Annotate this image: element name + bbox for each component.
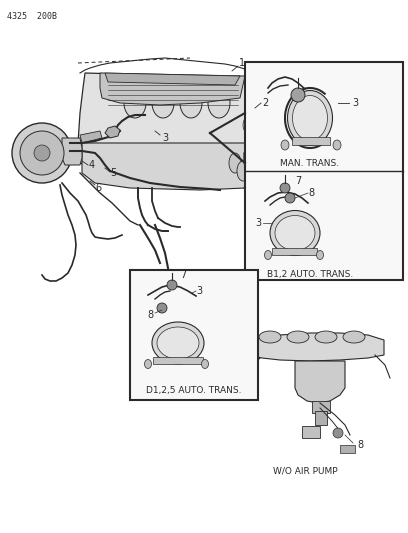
Bar (312, 401, 330, 413)
Circle shape (12, 123, 72, 183)
Circle shape (167, 280, 177, 290)
Ellipse shape (229, 153, 241, 173)
Bar (245, 62, 403, 280)
Ellipse shape (264, 251, 271, 260)
Polygon shape (105, 126, 120, 138)
Text: 8: 8 (308, 188, 314, 198)
Bar (272, 248, 317, 255)
Ellipse shape (152, 88, 174, 118)
Ellipse shape (343, 331, 365, 343)
Circle shape (280, 183, 290, 193)
Text: 8: 8 (147, 310, 153, 320)
Text: 8: 8 (357, 440, 363, 450)
Ellipse shape (243, 117, 253, 133)
Ellipse shape (287, 331, 309, 343)
Text: 4325  200B: 4325 200B (7, 12, 57, 21)
Text: 3: 3 (196, 286, 202, 296)
Text: D1,2,5 AUTO. TRANS.: D1,2,5 AUTO. TRANS. (146, 386, 242, 395)
Bar (302, 426, 320, 438)
Ellipse shape (293, 95, 328, 141)
Ellipse shape (152, 322, 204, 364)
Ellipse shape (275, 215, 315, 251)
Text: 3: 3 (352, 98, 358, 108)
Ellipse shape (333, 140, 341, 150)
Text: B1,2 AUTO. TRANS.: B1,2 AUTO. TRANS. (267, 271, 353, 279)
Ellipse shape (245, 169, 257, 189)
Ellipse shape (208, 88, 230, 118)
Ellipse shape (315, 331, 337, 343)
Text: 3: 3 (162, 133, 168, 143)
Ellipse shape (245, 129, 255, 145)
Ellipse shape (281, 140, 289, 150)
Ellipse shape (157, 327, 199, 359)
Circle shape (20, 131, 64, 175)
Ellipse shape (144, 359, 151, 368)
Circle shape (291, 88, 305, 102)
Bar (315, 411, 327, 425)
Circle shape (34, 145, 50, 161)
Polygon shape (295, 361, 345, 403)
Bar (153, 357, 203, 364)
Ellipse shape (247, 141, 257, 157)
Circle shape (157, 303, 167, 313)
Ellipse shape (288, 91, 333, 146)
Polygon shape (100, 73, 245, 105)
Polygon shape (62, 138, 82, 165)
Circle shape (333, 428, 343, 438)
Text: 2: 2 (262, 98, 268, 108)
Text: MAN. TRANS.: MAN. TRANS. (280, 158, 339, 167)
Text: 6: 6 (95, 183, 101, 193)
Ellipse shape (202, 359, 208, 368)
Ellipse shape (237, 161, 249, 181)
Text: 1: 1 (239, 58, 245, 68)
Ellipse shape (124, 88, 146, 118)
Bar (340, 445, 355, 453)
Bar (292, 137, 330, 145)
Text: 7: 7 (180, 270, 186, 280)
Text: 5: 5 (110, 168, 116, 178)
Text: 7: 7 (295, 176, 301, 186)
Text: 3: 3 (255, 218, 261, 228)
Polygon shape (82, 143, 260, 190)
Text: 4: 4 (89, 160, 95, 170)
Ellipse shape (259, 331, 281, 343)
Polygon shape (80, 131, 102, 143)
Ellipse shape (180, 88, 202, 118)
Polygon shape (105, 73, 240, 85)
Ellipse shape (317, 251, 324, 260)
Circle shape (285, 193, 295, 203)
Ellipse shape (270, 211, 320, 255)
Polygon shape (78, 73, 262, 178)
Bar (130, 270, 258, 400)
Text: W/O AIR PUMP: W/O AIR PUMP (273, 466, 337, 475)
Polygon shape (248, 333, 384, 361)
